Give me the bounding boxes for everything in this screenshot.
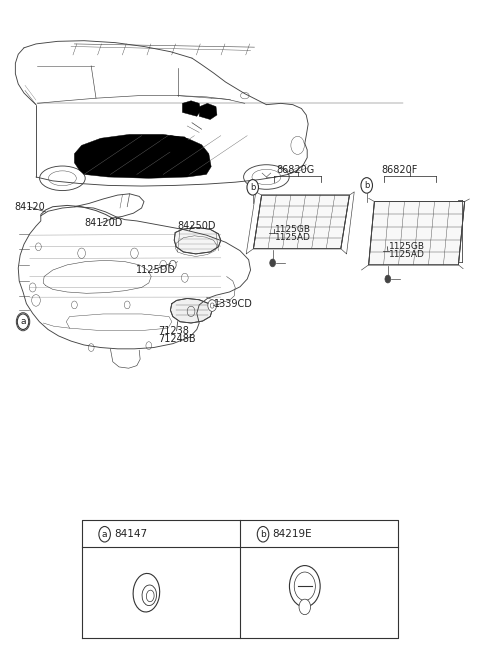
Text: 86820G: 86820G — [276, 165, 314, 175]
Circle shape — [169, 260, 176, 269]
Text: 84219E: 84219E — [273, 529, 312, 539]
Circle shape — [99, 526, 110, 542]
Circle shape — [361, 178, 372, 193]
Text: 1125AD: 1125AD — [389, 250, 425, 259]
Polygon shape — [74, 134, 211, 178]
Circle shape — [299, 599, 311, 615]
Text: 1125GB: 1125GB — [275, 225, 311, 234]
Polygon shape — [161, 136, 192, 155]
Text: 1125AD: 1125AD — [275, 233, 311, 242]
Text: 1339CD: 1339CD — [214, 298, 252, 309]
Polygon shape — [174, 227, 221, 254]
Text: a: a — [102, 530, 108, 539]
Polygon shape — [369, 202, 465, 265]
Circle shape — [270, 259, 276, 267]
Text: 84120: 84120 — [14, 202, 45, 212]
Circle shape — [208, 300, 216, 311]
Text: 1125DD: 1125DD — [136, 265, 176, 275]
Text: 86820F: 86820F — [382, 165, 418, 175]
Text: 1125GB: 1125GB — [389, 242, 425, 251]
Polygon shape — [199, 103, 217, 120]
Polygon shape — [182, 101, 201, 116]
Text: b: b — [260, 530, 266, 539]
Circle shape — [16, 313, 30, 331]
Text: 71238: 71238 — [158, 326, 189, 336]
Text: 84250D: 84250D — [178, 221, 216, 231]
Polygon shape — [170, 298, 212, 323]
Text: b: b — [364, 181, 370, 190]
Circle shape — [17, 314, 29, 329]
Polygon shape — [253, 195, 349, 249]
Text: a: a — [20, 317, 26, 326]
Circle shape — [257, 526, 269, 542]
Text: 71248B: 71248B — [158, 334, 196, 344]
Circle shape — [289, 566, 320, 607]
Circle shape — [385, 275, 391, 283]
Text: 84147: 84147 — [114, 529, 147, 539]
Circle shape — [247, 180, 258, 195]
Text: b: b — [250, 183, 255, 192]
Text: 84120D: 84120D — [84, 218, 122, 228]
